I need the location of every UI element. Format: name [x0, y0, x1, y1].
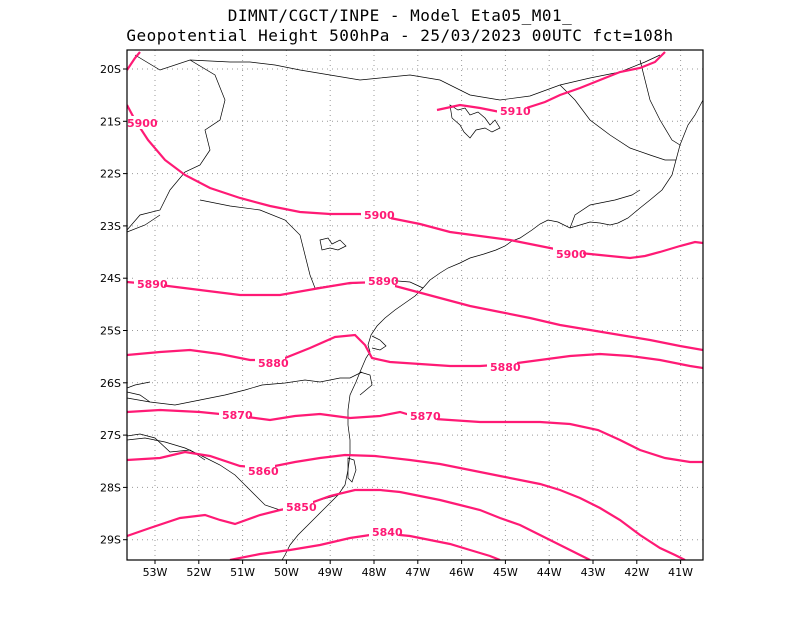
reservoir-rs	[347, 457, 357, 483]
state-border-pr-sc	[127, 371, 363, 406]
contour-5850	[127, 488, 591, 560]
lat-tick-label: 22S	[100, 168, 121, 181]
lon-tick-label: 49W	[318, 566, 343, 579]
atlantic-coastline	[281, 99, 703, 560]
lon-tick-label: 50W	[274, 566, 299, 579]
lat-lon-grid	[127, 50, 703, 560]
coastlines-and-borders	[127, 54, 703, 560]
lon-tick-label: 46W	[449, 566, 474, 579]
contour-label: 5900	[556, 248, 587, 261]
lon-tick-label: 45W	[493, 566, 518, 579]
state-border-mg-sp	[189, 54, 661, 101]
bay-outline	[371, 335, 387, 351]
reservoir-sp	[319, 237, 347, 251]
border-argentina-brazil-west	[127, 381, 151, 389]
contour-labels: 5910 5900 5900 5900 5890 5890 5880 5880 …	[127, 104, 587, 539]
contour-5860	[127, 450, 686, 560]
map-title-line1: DIMNT/CGCT/INPE - Model Eta05_M01_	[227, 6, 573, 25]
lat-tick-label: 29S	[100, 534, 121, 547]
lat-tick-label: 24S	[100, 272, 121, 285]
contour-label: 5890	[137, 278, 168, 291]
lat-tick-label: 28S	[100, 481, 121, 494]
lat-tick-label: 27S	[100, 429, 121, 442]
lon-tick-label: 43W	[581, 566, 606, 579]
contour-label: 5880	[258, 357, 289, 370]
contour-5900-north	[127, 104, 703, 260]
lon-tick-label: 42W	[624, 566, 649, 579]
map-title-line2: Geopotential Height 500hPa - 25/03/2023 …	[126, 26, 674, 45]
contour-label: 5870	[410, 410, 441, 423]
contour-label: 5900	[127, 117, 158, 130]
contour-5840	[229, 532, 501, 560]
plot-frame	[126, 49, 704, 561]
contour-5910	[436, 51, 666, 114]
border-rs-south	[127, 433, 206, 461]
contour-label: 5840	[372, 526, 403, 539]
state-border-sp-rj	[569, 189, 641, 229]
contour-5890	[127, 280, 703, 352]
contour-5900-northwest	[127, 51, 141, 71]
coast-detail-sc	[359, 371, 373, 396]
lon-tick-label: 51W	[230, 566, 255, 579]
latitude-axis: 20S 21S 22S 23S 24S 25S 26S 27S 28S 29S	[100, 63, 127, 547]
contour-label: 5910	[500, 105, 531, 118]
lon-tick-label: 47W	[405, 566, 430, 579]
lat-tick-label: 26S	[100, 377, 121, 390]
contour-label: 5850	[286, 501, 317, 514]
lon-tick-label: 53W	[143, 566, 168, 579]
lat-tick-label: 25S	[100, 325, 121, 338]
lat-tick-label: 23S	[100, 220, 121, 233]
contour-5880	[127, 333, 703, 370]
lat-tick-label: 21S	[100, 115, 121, 128]
lat-tick-label: 20S	[100, 63, 121, 76]
contour-label: 5890	[368, 275, 399, 288]
lon-tick-label: 44W	[537, 566, 562, 579]
lon-tick-label: 52W	[186, 566, 211, 579]
lon-tick-label: 48W	[362, 566, 387, 579]
contour-label: 5870	[222, 409, 253, 422]
state-border-sc-rs	[127, 437, 339, 511]
longitude-axis: 53W 52W 51W 50W 49W 48W 47W 46W 45W 44W 43W 42W 41W	[143, 560, 693, 579]
contour-label: 5860	[248, 465, 279, 478]
contour-label: 5900	[364, 209, 395, 222]
border-argentina-brazil	[127, 391, 151, 403]
state-border-north	[127, 54, 226, 231]
state-border-mg-es	[639, 59, 681, 146]
reservoir-furnas	[449, 104, 501, 139]
state-border-ms-pr	[127, 214, 161, 233]
lon-tick-label: 41W	[668, 566, 693, 579]
geopotential-contours	[127, 51, 703, 560]
contour-label: 5880	[490, 361, 521, 374]
state-border-mg-rj	[559, 84, 676, 161]
